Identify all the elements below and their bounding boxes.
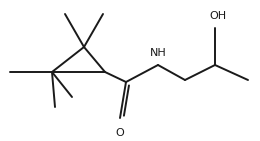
Text: OH: OH (210, 11, 226, 21)
Text: O: O (116, 128, 124, 138)
Text: NH: NH (150, 48, 166, 58)
